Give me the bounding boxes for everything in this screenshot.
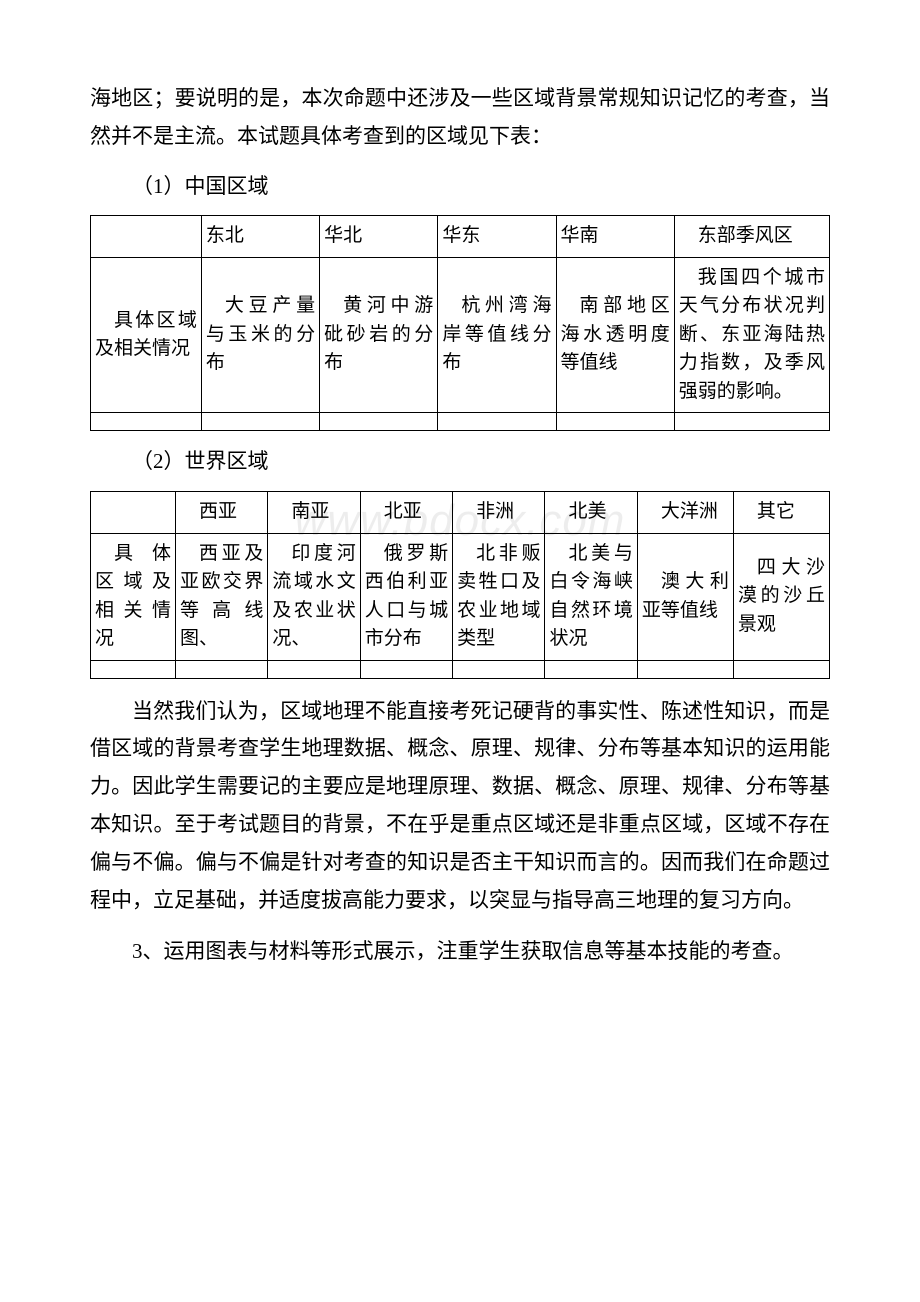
- table-row: 东北 华北 华东 华南 东部季风区: [91, 216, 830, 258]
- table-row: 具体区域及相关情况 大豆产量与玉米的分布 黄河中游砒砂岩的分布 杭州湾海岸等值线…: [91, 257, 830, 413]
- table-cell: 黄河中游砒砂岩的分布: [320, 257, 438, 413]
- table-cell: 非洲: [453, 492, 545, 534]
- table-cell: 西亚: [175, 492, 267, 534]
- section1-title: （1）中国区域: [90, 168, 830, 206]
- table-cell: 我国四个城市天气分布状况判断、东亚海陆热力指数，及季风强弱的影响。: [674, 257, 829, 413]
- table-cell: [91, 413, 202, 431]
- table-cell: 澳大利亚等值线: [637, 533, 733, 660]
- table-cell: [556, 413, 674, 431]
- table-cell: 其它: [733, 492, 829, 534]
- table-cell: [201, 413, 319, 431]
- table-cell: 东北: [201, 216, 319, 258]
- table-row: [91, 413, 830, 431]
- table-cell: [91, 660, 176, 678]
- table-cell: [733, 660, 829, 678]
- table-row: [91, 660, 830, 678]
- table-cell: 东部季风区: [674, 216, 829, 258]
- table-cell: [438, 413, 556, 431]
- table-cell: [674, 413, 829, 431]
- table-row: 西亚 南亚 北亚 非洲 北美 大洋洲 其它: [91, 492, 830, 534]
- table-cell: 西亚及亚欧交界等高线图、: [175, 533, 267, 660]
- section2-title: （2）世界区域: [90, 443, 830, 481]
- table-cell: 华北: [320, 216, 438, 258]
- table-cell: 俄罗斯西伯利亚人口与城市分布: [360, 533, 452, 660]
- table-cell: 大豆产量与玉米的分布: [201, 257, 319, 413]
- table-cell: [175, 660, 267, 678]
- table-cell: 印度河流域水文及农业状况、: [268, 533, 360, 660]
- table-cell: 具体区域及相关情况: [91, 533, 176, 660]
- table-cell: [91, 216, 202, 258]
- table-cell: 杭州湾海岸等值线分布: [438, 257, 556, 413]
- table-cell: [268, 660, 360, 678]
- table-cell: 北亚: [360, 492, 452, 534]
- table-cell: 大洋洲: [637, 492, 733, 534]
- intro-paragraph: 海地区；要说明的是，本次命题中还涉及一些区域背景常规知识记忆的考查，当然并不是主…: [90, 80, 830, 156]
- table-row: 具体区域及相关情况 西亚及亚欧交界等高线图、 印度河流域水文及农业状况、 俄罗斯…: [91, 533, 830, 660]
- table-cell: 南亚: [268, 492, 360, 534]
- table-cell: 华东: [438, 216, 556, 258]
- table-cell: [545, 660, 637, 678]
- table-cell: [91, 492, 176, 534]
- table-cell: 华南: [556, 216, 674, 258]
- table-cell: [637, 660, 733, 678]
- table-cell: 北美: [545, 492, 637, 534]
- table-cell: [320, 413, 438, 431]
- world-region-table: 西亚 南亚 北亚 非洲 北美 大洋洲 其它 具体区域及相关情况 西亚及亚欧交界等…: [90, 491, 830, 679]
- table-cell: 南部地区海水透明度等值线: [556, 257, 674, 413]
- body-paragraph: 3、运用图表与材料等形式展示，注重学生获取信息等基本技能的考查。: [90, 933, 830, 971]
- table-cell: 具体区域及相关情况: [91, 257, 202, 413]
- table-cell: 北非贩卖牲口及农业地域类型: [453, 533, 545, 660]
- table-cell: 四大沙漠的沙丘景观: [733, 533, 829, 660]
- table-cell: [360, 660, 452, 678]
- body-paragraph: 当然我们认为，区域地理不能直接考死记硬背的事实性、陈述性知识，而是借区域的背景考…: [90, 693, 830, 920]
- china-region-table: 东北 华北 华东 华南 东部季风区 具体区域及相关情况 大豆产量与玉米的分布 黄…: [90, 215, 830, 431]
- table-cell: [453, 660, 545, 678]
- table-cell: 北美与白令海峡自然环境状况: [545, 533, 637, 660]
